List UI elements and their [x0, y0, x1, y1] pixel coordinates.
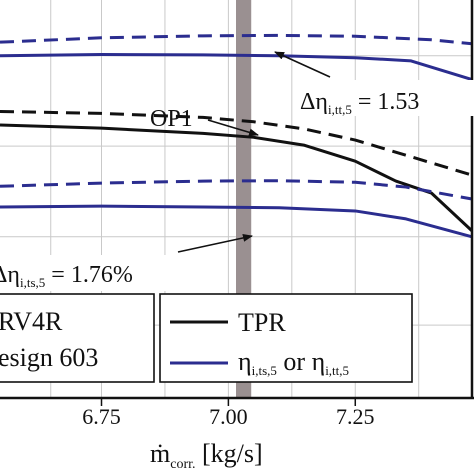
delta-tt-arrow: [274, 51, 331, 78]
x-ticks: 6.75 7.00 7.25: [82, 398, 375, 429]
x-tick-label-2: 7.25: [336, 404, 375, 429]
delta-tt-label-bg: [296, 80, 474, 116]
legend-eta-label: ηi,ts,5 or ηi,tt,5: [238, 347, 349, 378]
delta-tt-label: Δηi,tt,5 = 1.53: [300, 89, 419, 117]
series-lines: [0, 33, 474, 239]
legend-right-box: [159, 293, 413, 383]
legend-left-line2: esign 603: [0, 343, 98, 372]
legend-left-box: [0, 293, 155, 383]
op1-label: OP1: [150, 106, 193, 132]
x-tick-label-0: 6.75: [82, 404, 121, 429]
legend-tpr-label: TPR: [238, 308, 286, 337]
delta-ts-label: Δηi,ts,5 = 1.76%: [0, 262, 133, 290]
x-tick-label-1: 7.00: [209, 404, 248, 429]
series-line-eff_tt_design: [0, 33, 473, 46]
delta-ts-label-bg: [0, 255, 205, 291]
delta-ts-arrow: [177, 233, 253, 253]
x-axis-label: ṁcorr. [kg/s]: [150, 439, 263, 472]
op1-arrow: [207, 119, 259, 137]
series-line-tpr_design: [0, 109, 473, 177]
series-line-eff_ts_design: [0, 179, 473, 201]
series-line-eff_ts_603: [0, 204, 473, 239]
legend-left-line1: RV4R: [0, 307, 63, 336]
